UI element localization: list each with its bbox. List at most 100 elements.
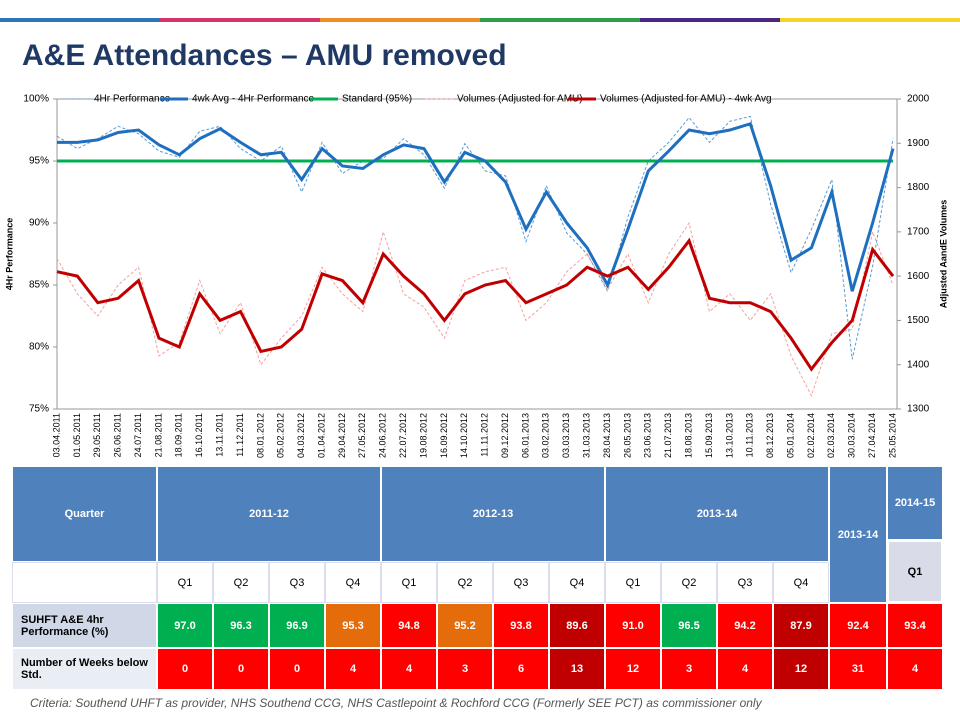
x-tick-label: 29.04.2012 (337, 413, 347, 458)
x-tick-label: 03.03.2013 (561, 413, 571, 458)
x-tick-label: 21.08.2011 (153, 413, 163, 457)
y-tick-label: 75% (29, 404, 49, 415)
quarter-cell: Q1 (887, 540, 943, 603)
x-tick-label: 26.05.2013 (622, 413, 632, 458)
stripe (320, 18, 480, 22)
data-cell: 95.3 (325, 603, 381, 648)
x-tick-label: 04.03.2012 (296, 413, 306, 458)
y2-axis-title: Adjusted AandE Volumes (938, 200, 948, 309)
y-tick-label: 80% (29, 342, 49, 353)
series-line (56, 237, 895, 372)
x-tick-label: 16.09.2012 (439, 413, 449, 458)
quarter-cell: Q2 (437, 562, 493, 603)
quarter-cell: Q2 (213, 562, 269, 603)
data-cell: 4 (717, 648, 773, 690)
x-tick-label: 01.05.2011 (72, 413, 82, 457)
data-cell: 91.0 (605, 603, 661, 648)
quarter-cell: Q3 (493, 562, 549, 603)
x-tick-label: 15.09.2013 (704, 413, 714, 458)
row-label: Number of Weeks below Std. (12, 648, 157, 690)
x-tick-label: 23.06.2013 (643, 413, 653, 458)
x-tick-label: 27.04.2014 (867, 413, 877, 458)
data-cell: 4 (887, 648, 943, 690)
y-axis-title: 4Hr Performance (4, 218, 14, 291)
stripe (160, 18, 320, 22)
x-tick-label: 22.07.2012 (398, 413, 408, 458)
header-cell: 2013-14 (829, 466, 887, 603)
y2-tick-label: 1900 (907, 138, 930, 149)
header-cell: 2012-13 (381, 466, 605, 562)
x-tick-label: 03.02.2013 (541, 413, 551, 458)
header-cell: 2013-14 (605, 466, 829, 562)
data-cell: 96.3 (213, 603, 269, 648)
series-line (56, 221, 894, 398)
data-cell: 92.4 (829, 603, 887, 648)
data-cell: 4 (381, 648, 437, 690)
data-cell: 89.6 (549, 603, 605, 648)
plot-frame (56, 98, 898, 410)
x-tick-label: 31.03.2013 (582, 413, 592, 458)
x-tick-label: 09.12.2012 (500, 413, 510, 458)
x-tick-label: 06.01.2013 (520, 413, 530, 458)
stripe (480, 18, 640, 22)
x-tick-label: 11.11.2012 (480, 413, 490, 457)
x-tick-label: 30.03.2014 (847, 413, 857, 458)
x-tick-label: 24.06.2012 (378, 413, 388, 458)
data-cell: 0 (269, 648, 325, 690)
blank-cell (12, 562, 157, 603)
x-tick-label: 28.04.2013 (602, 413, 612, 458)
data-cell: 13 (549, 648, 605, 690)
data-cell: 6 (493, 648, 549, 690)
y2-tick-label: 1400 (907, 359, 930, 370)
x-tick-label: 13.10.2013 (724, 413, 734, 458)
data-cell: 94.8 (381, 603, 437, 648)
x-tick-label: 18.09.2011 (174, 413, 184, 457)
legend-label: Volumes (Adjusted for AMU) (457, 94, 583, 105)
data-cell: 4 (325, 648, 381, 690)
data-cell: 0 (157, 648, 213, 690)
x-tick-label: 18.08.2013 (683, 413, 693, 458)
data-cell: 93.8 (493, 603, 549, 648)
x-tick-label: 08.01.2012 (255, 413, 265, 458)
x-tick-label: 27.05.2012 (357, 413, 367, 458)
data-cell: 96.9 (269, 603, 325, 648)
y2-tick-label: 2000 (907, 94, 930, 105)
data-cell: 3 (661, 648, 717, 690)
quarter-cell: Q4 (773, 562, 829, 603)
x-tick-label: 29.05.2011 (92, 413, 102, 457)
x-tick-label: 21.07.2013 (663, 413, 673, 458)
x-tick-label: 10.11.2013 (745, 413, 755, 457)
x-tick-label: 11.12.2011 (235, 413, 245, 457)
header-cell: 2011-12 (157, 466, 381, 562)
y-tick-label: 95% (29, 156, 49, 167)
legend-label: 4Hr Performance (94, 94, 171, 105)
y2-tick-label: 1800 (907, 182, 930, 193)
y-tick-label: 85% (29, 280, 49, 291)
y2-tick-label: 1700 (907, 226, 930, 237)
stripe (780, 18, 960, 22)
quarter-cell: Q4 (325, 562, 381, 603)
data-cell: 93.4 (887, 603, 943, 648)
stripe (0, 18, 160, 22)
x-tick-label: 19.08.2012 (418, 413, 428, 458)
legend-label: Volumes (Adjusted for AMU) - 4wk Avg (600, 94, 772, 105)
x-tick-label: 03.04.2011 (51, 413, 61, 457)
data-cell: 96.5 (661, 603, 717, 648)
data-cell: 94.2 (717, 603, 773, 648)
x-tick-label: 13.11.2011 (214, 413, 224, 457)
y2-tick-label: 1500 (907, 315, 930, 326)
quarter-cell: Q1 (605, 562, 661, 603)
data-cell: 87.9 (773, 603, 829, 648)
x-tick-label: 24.07.2011 (133, 413, 143, 457)
legend-label: 4wk Avg - 4Hr Performance (192, 94, 315, 105)
x-tick-label: 16.10.2011 (194, 413, 204, 457)
data-cell: 12 (605, 648, 661, 690)
quarter-cell: Q3 (717, 562, 773, 603)
x-tick-label: 02.02.2014 (806, 413, 816, 458)
data-cell: 95.2 (437, 603, 493, 648)
header-cell: 2014-15 (887, 466, 943, 540)
data-cell: 12 (773, 648, 829, 690)
header-cell: Quarter (12, 466, 157, 562)
x-tick-label: 26.06.2011 (113, 413, 123, 457)
y2-tick-label: 1600 (907, 271, 930, 282)
